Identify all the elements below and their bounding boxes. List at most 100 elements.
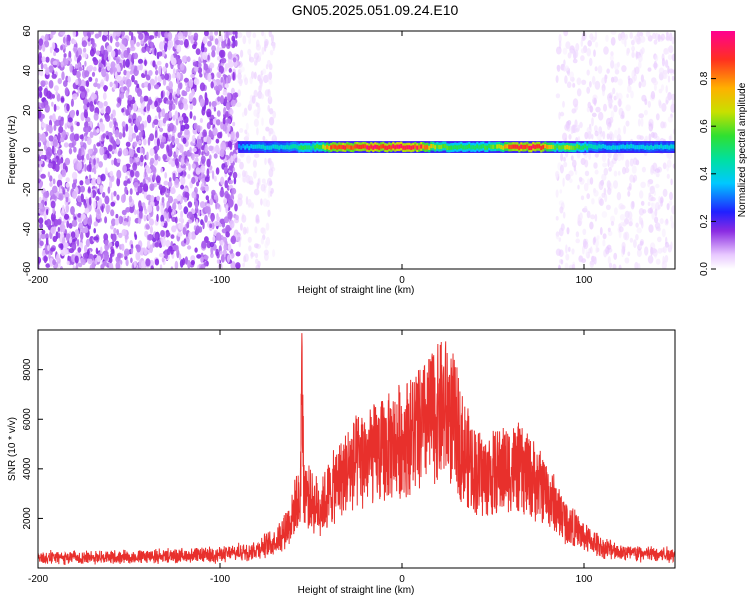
signal-band-core (580, 145, 583, 150)
signal-band-core (510, 144, 513, 149)
noise-blob (114, 148, 118, 154)
noise-blob (581, 79, 587, 86)
signal-band-core (554, 145, 557, 150)
noise-blob (575, 43, 580, 52)
noise-blob (568, 134, 572, 140)
noise-blob (605, 246, 610, 255)
signal-band-core (468, 144, 471, 149)
signal-band-core (494, 144, 497, 149)
noise-blob (664, 219, 669, 226)
noise-blob (191, 153, 195, 161)
noise-blob (116, 75, 122, 82)
noise-blob (643, 109, 648, 116)
noise-blob (576, 88, 582, 97)
noise-blob (248, 245, 252, 252)
noise-blob (170, 266, 174, 269)
noise-blob (560, 153, 564, 162)
signal-band-core (322, 144, 325, 149)
noise-blob (133, 260, 137, 269)
noise-blob (96, 176, 101, 185)
noise-blob (606, 180, 611, 189)
signal-band-core (648, 145, 651, 151)
noise-blob (38, 38, 44, 46)
noise-blob (204, 205, 210, 214)
noise-blob (153, 84, 160, 89)
signal-band-core (350, 145, 353, 150)
noise-blob (182, 98, 188, 105)
noise-blob (168, 205, 172, 214)
x-tick-label: 0 (399, 574, 405, 585)
noise-blob (99, 184, 104, 194)
noise-blob (204, 176, 210, 183)
noise-blob (198, 175, 202, 181)
signal-band-core (460, 144, 463, 149)
noise-blob (244, 77, 249, 86)
noise-blob (230, 99, 236, 107)
noise-blob (85, 80, 90, 88)
noise-blob (135, 157, 140, 163)
noise-blob (625, 159, 630, 168)
noise-blob (174, 110, 179, 120)
noise-blob (237, 197, 243, 207)
noise-blob (139, 95, 144, 104)
noise-blob (202, 129, 208, 139)
noise-blob (128, 135, 132, 142)
noise-blob (117, 150, 122, 157)
signal-band-core (586, 145, 589, 150)
signal-band-core (568, 145, 571, 150)
noise-blob (657, 227, 661, 232)
noise-blob (179, 144, 184, 154)
noise-blob (626, 50, 630, 56)
signal-band-core (566, 145, 569, 150)
noise-blob (104, 195, 110, 205)
noise-blob (60, 45, 63, 51)
noise-blob (93, 228, 96, 234)
noise-blob (237, 31, 243, 39)
noise-blob (113, 190, 117, 197)
signal-band-core (294, 144, 297, 149)
noise-blob (180, 124, 186, 132)
noise-blob (156, 106, 161, 113)
noise-blob (248, 100, 253, 108)
noise-blob (115, 35, 119, 42)
noise-blob (613, 180, 618, 189)
noise-blob (248, 53, 252, 62)
noise-blob (204, 185, 210, 192)
noise-blob (165, 239, 171, 248)
noise-blob (128, 118, 132, 124)
y-tick-label: 2000 (22, 507, 33, 530)
noise-blob (576, 77, 582, 86)
noise-blob (194, 247, 198, 253)
noise-blob (63, 213, 70, 220)
noise-blob (232, 31, 236, 35)
signal-band-core (572, 145, 575, 150)
noise-blob (70, 99, 74, 107)
noise-blob (271, 34, 274, 43)
noise-blob (211, 45, 217, 52)
noise-blob (220, 76, 224, 83)
noise-blob (601, 153, 607, 163)
noise-blob (100, 79, 105, 88)
signal-band-core (394, 145, 397, 150)
noise-blob (595, 246, 599, 253)
noise-blob (658, 196, 661, 204)
noise-blob (38, 141, 42, 147)
noise-blob (217, 84, 223, 92)
noise-blob (39, 180, 43, 188)
signal-band-core (456, 145, 459, 150)
signal-band-core (620, 144, 623, 149)
noise-blob (60, 61, 64, 68)
noise-blob (665, 59, 669, 68)
noise-blob (602, 239, 606, 247)
noise-blob (183, 238, 187, 244)
noise-blob (572, 83, 576, 88)
noise-blob (52, 259, 56, 266)
noise-blob (147, 204, 153, 214)
noise-blob (127, 47, 131, 54)
noise-blob (228, 198, 234, 208)
noise-blob (210, 245, 214, 255)
spectrogram-noise (38, 31, 675, 269)
noise-blob (591, 75, 596, 85)
noise-blob (183, 171, 187, 177)
noise-blob (650, 168, 654, 175)
